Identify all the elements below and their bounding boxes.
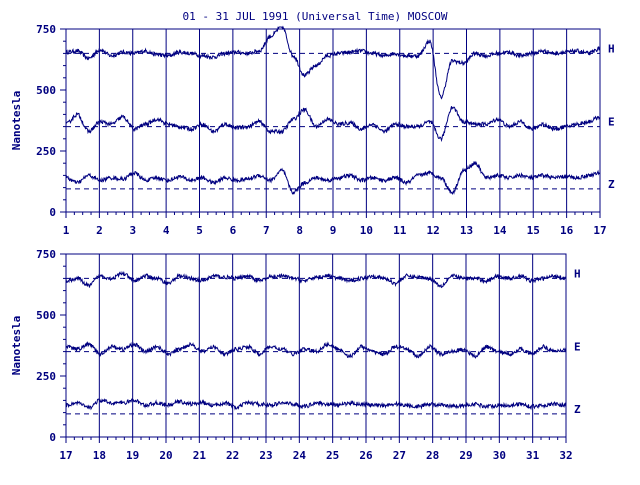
x-tick-label: 31 (526, 449, 540, 462)
x-tick-label: 16 (560, 224, 574, 237)
x-tick-label: 5 (196, 224, 203, 237)
y-tick-label: 750 (36, 248, 56, 261)
series-line-z (65, 160, 601, 196)
x-tick-label: 6 (230, 224, 237, 237)
x-tick-label: 2 (96, 224, 103, 237)
x-tick-label: 25 (326, 449, 339, 462)
y-tick-label: 500 (36, 84, 56, 97)
x-tick-label: 17 (593, 224, 606, 237)
x-tick-label: 13 (460, 224, 473, 237)
plot-frame (65, 253, 567, 438)
x-tick-label: 30 (493, 449, 506, 462)
x-tick-label: 28 (426, 449, 439, 462)
series-label-e: E (608, 116, 615, 129)
series-line-e (65, 341, 567, 359)
y-axis-label: Nanotesla (10, 316, 23, 376)
x-tick-label: 3 (129, 224, 136, 237)
x-tick-label: 19 (126, 449, 139, 462)
series-label-h: H (608, 42, 615, 55)
x-tick-label: 26 (359, 449, 373, 462)
series-line-h (65, 25, 601, 100)
panel-bottom: 17 18 19 20 21 22 23 24 25 26 27 28 29 30 31 32 0 250 500 7… (10, 248, 581, 462)
x-tick-label: 23 (259, 449, 272, 462)
x-tick-label: 21 (193, 449, 207, 462)
x-tick-label: 18 (93, 449, 106, 462)
x-tick-label: 32 (559, 449, 572, 462)
y-axis-label: Nanotesla (10, 91, 23, 151)
series-label-z: Z (574, 403, 581, 416)
x-tick-label: 29 (459, 449, 472, 462)
x-tick-label: 24 (293, 449, 307, 462)
x-tick-label: 12 (427, 224, 440, 237)
y-tick-label: 250 (36, 370, 56, 383)
series-label-z: Z (608, 178, 615, 191)
x-tick-label: 9 (330, 224, 337, 237)
x-tick-label: 17 (59, 449, 72, 462)
x-tick-label: 27 (393, 449, 406, 462)
x-tick-label: 14 (493, 224, 507, 237)
series-label-h: H (574, 267, 581, 280)
y-tick-label: 250 (36, 145, 56, 158)
y-tick-label: 0 (49, 206, 56, 219)
x-tick-label: 15 (527, 224, 540, 237)
x-tick-label: 7 (263, 224, 270, 237)
chart-title: 01 - 31 JUL 1991 (Universal Time) MOSCOW (183, 10, 448, 23)
y-tick-label: 750 (36, 23, 56, 36)
x-tick-label: 1 (63, 224, 70, 237)
x-tick-label: 8 (296, 224, 303, 237)
series-line-e (65, 106, 601, 143)
series-line-h (65, 270, 567, 289)
panel-top: 1 2 3 4 5 6 7 8 9 10 11 12 13 14 15 16 170250500750Nanot… (10, 23, 615, 237)
y-tick-label: 0 (49, 431, 56, 444)
series-line-z (65, 397, 567, 411)
x-tick-label: 22 (226, 449, 239, 462)
x-tick-label: 10 (360, 224, 373, 237)
x-tick-label: 20 (159, 449, 172, 462)
series-label-e: E (574, 341, 581, 354)
x-tick-label: 11 (393, 224, 407, 237)
x-tick-label: 4 (163, 224, 170, 237)
y-tick-label: 500 (36, 309, 56, 322)
